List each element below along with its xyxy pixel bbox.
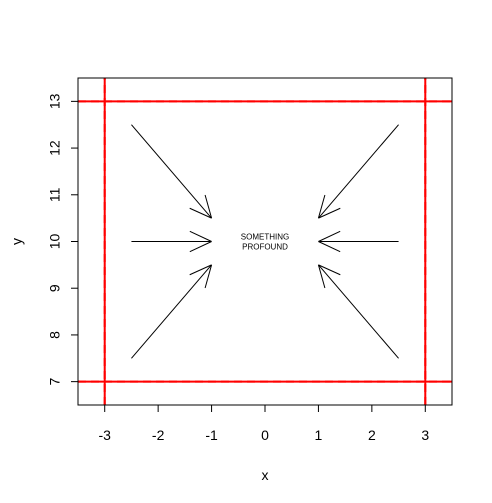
- x-tick-label: 0: [261, 427, 269, 443]
- y-tick-label: 12: [47, 140, 63, 156]
- x-tick-label: -1: [205, 427, 218, 443]
- reference-lines: [78, 78, 452, 405]
- y-tick-label: 8: [47, 331, 63, 339]
- arrow: [131, 264, 213, 359]
- arrow: [318, 230, 399, 253]
- arrow: [317, 264, 399, 359]
- y-axis-label: y: [9, 238, 25, 245]
- arrow: [131, 230, 212, 253]
- x-tick-label: -3: [98, 427, 111, 443]
- arrow: [131, 124, 213, 219]
- annotation-line: SOMETHING: [241, 233, 289, 242]
- x-tick-label: 3: [421, 427, 429, 443]
- x-tick-label: 1: [315, 427, 323, 443]
- x-axis: -3 -2 -1 0 1 2 3: [98, 404, 429, 443]
- arrows: [131, 124, 399, 359]
- annotation-line: PROFOUND: [242, 243, 288, 252]
- y-tick-label: 13: [47, 93, 63, 109]
- x-tick-label: -2: [152, 427, 165, 443]
- y-tick-label: 11: [47, 187, 63, 202]
- arrow: [317, 124, 399, 219]
- x-axis-label: x: [262, 467, 269, 483]
- x-tick-label: 2: [368, 427, 376, 443]
- y-tick-label: 10: [47, 234, 63, 250]
- y-tick-label: 7: [47, 378, 63, 386]
- y-tick-label: 9: [47, 284, 63, 292]
- y-axis: 7 8 9 10 11 12 13: [47, 93, 79, 386]
